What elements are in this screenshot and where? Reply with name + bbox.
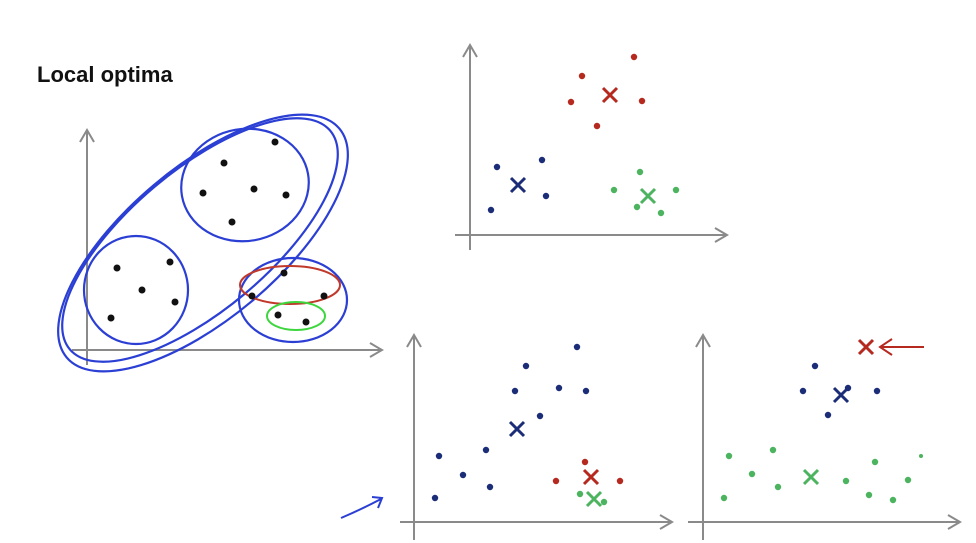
plot-bad-optimum-2	[688, 333, 962, 540]
plot-bad-optimum-1	[340, 333, 674, 540]
slide-title: Local optima	[37, 62, 173, 87]
plot-grouping	[57, 113, 384, 373]
plot-good-optimum	[455, 43, 729, 250]
